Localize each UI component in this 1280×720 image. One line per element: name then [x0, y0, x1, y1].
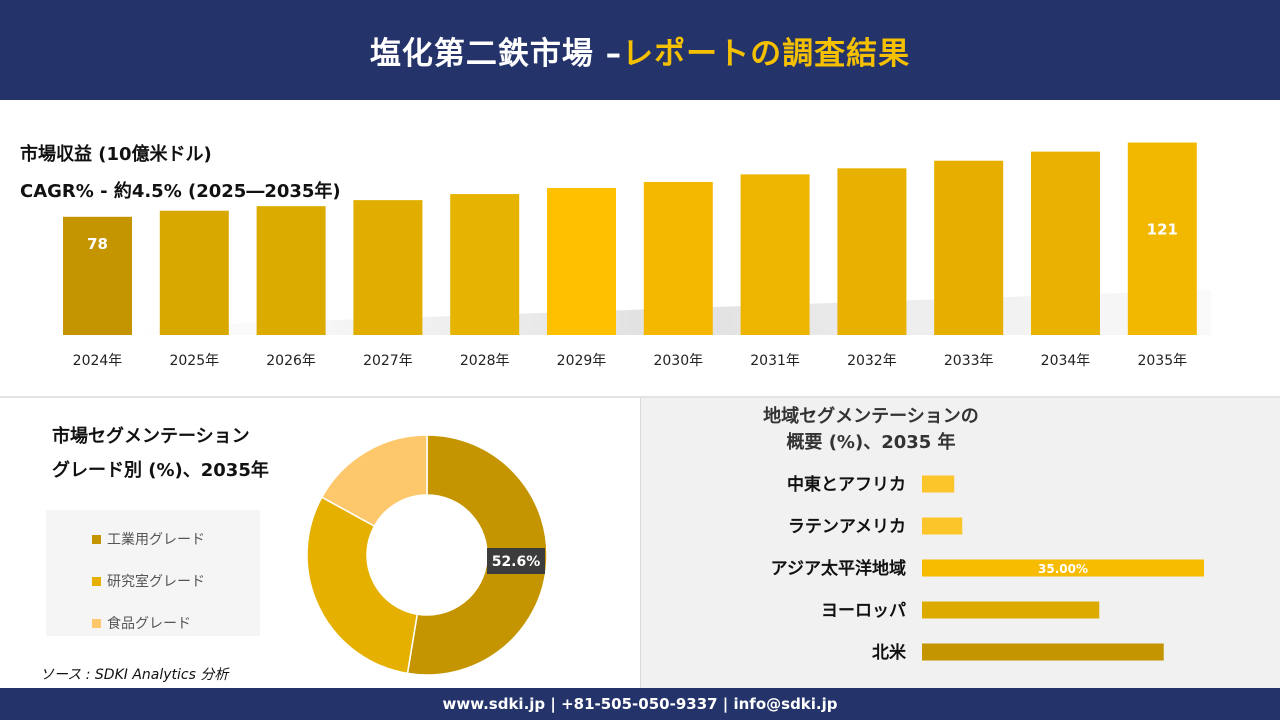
region-category-label: ヨーロッパ [821, 601, 906, 621]
section-divider [0, 396, 1280, 398]
bar-data-label: 121 [1147, 221, 1178, 239]
year-tick-label: 2031年 [750, 353, 800, 369]
region-category-label: 北米 [872, 642, 907, 663]
grade-donut-chart: 52.6% [306, 434, 548, 676]
year-tick-label: 2032年 [847, 353, 897, 369]
donut-slice [306, 496, 419, 675]
year-tick-label: 2035年 [1137, 353, 1187, 369]
region-bar [922, 601, 1100, 619]
revenue-bar [547, 188, 616, 335]
panel-divider [640, 398, 641, 688]
donut-slice [320, 434, 428, 528]
revenue-bar [159, 210, 229, 335]
region-segment-title: 地域セグメンテーションの 概要 (%)、2035 年 [641, 404, 1101, 456]
year-tick-label: 2034年 [1041, 353, 1091, 369]
cagr-label: CAGR% - 約4.5% (2025―2035年) [20, 181, 341, 202]
grade-segment-title: 市場セグメンテーション グレード別 (%)、2035年 [52, 420, 269, 488]
legend-item: 研究室グレード [92, 560, 260, 602]
revenue-bar [934, 160, 1004, 335]
region-category-label: ラテンアメリカ [788, 517, 906, 537]
report-header: 塩化第二鉄市場 –レポートの調査結果 [0, 0, 1280, 100]
year-tick-label: 2029年 [557, 353, 607, 369]
revenue-bar [450, 194, 520, 335]
grade-legend: 工業用グレード 研究室グレード 食品グレード [46, 510, 260, 636]
revenue-section: 2024年 78 2025年 2026年 2027年 2028年 2029年 2030年 203… [0, 100, 1280, 395]
footer-bar: www.sdki.jp | +81-505-050-9337 | info@sd… [0, 688, 1280, 720]
year-tick-label: 2030年 [653, 353, 703, 369]
legend-label: 研究室グレード [107, 574, 205, 590]
legend-swatch [92, 618, 101, 628]
region-bar [922, 643, 1164, 661]
legend-item: 食品グレード [92, 602, 260, 644]
region-bar [922, 475, 955, 493]
source-note: ソース : SDKI Analytics 分析 [40, 667, 229, 683]
legend-swatch [92, 576, 101, 586]
svg-text:52.6%: 52.6% [492, 554, 541, 570]
revenue-bar [1031, 151, 1100, 335]
region-category-label: アジア太平洋地域 [771, 558, 906, 579]
grade-segment-title-line1: 市場セグメンテーション [52, 426, 250, 447]
revenue-bar [63, 216, 132, 335]
footer-contact: www.sdki.jp | +81-505-050-9337 | info@sd… [442, 695, 838, 713]
year-tick-label: 2024年 [73, 353, 123, 369]
revenue-bar [837, 168, 907, 335]
region-bar [922, 517, 963, 535]
revenue-bar [256, 206, 326, 335]
report-title-main: 塩化第二鉄市場 – [369, 35, 623, 72]
year-tick-label: 2028年 [460, 353, 510, 369]
grade-segment-title-line2: グレード別 (%)、2035年 [52, 460, 269, 481]
grade-segment-panel: 市場セグメンテーション グレード別 (%)、2035年 工業用グレード 研究室グレ… [0, 398, 640, 688]
revenue-bar [643, 181, 713, 335]
revenue-bar [740, 174, 810, 335]
legend-label: 工業用グレード [107, 532, 205, 548]
revenue-unit-label: 市場収益 (10億米ドル) [20, 144, 212, 165]
region-segment-panel: 地域セグメンテーションの 概要 (%)、2035 年 中東とアフリカ ラテンアメリ… [641, 398, 1280, 688]
report-title: 塩化第二鉄市場 –レポートの調査結果 [370, 28, 910, 73]
year-tick-label: 2025年 [169, 353, 219, 369]
year-tick-label: 2026年 [266, 353, 316, 369]
report-title-accent: レポートの調査結果 [622, 35, 911, 72]
year-tick-label: 2027年 [363, 353, 413, 369]
region-category-label: 中東とアフリカ [787, 474, 906, 495]
legend-label: 食品グレード [107, 616, 191, 632]
region-segment-title-line2: 概要 (%)、2035 年 [786, 432, 956, 453]
region-bar-data-label: 35.00% [1038, 562, 1088, 576]
legend-item: 工業用グレード [92, 518, 260, 560]
donut-data-label: 52.6% [487, 548, 545, 574]
revenue-bar [353, 200, 423, 335]
bar-data-label: 78 [87, 235, 108, 253]
region-bar [922, 559, 1204, 577]
legend-swatch [92, 534, 101, 544]
revenue-bar [1127, 142, 1197, 335]
region-segment-title-line1: 地域セグメンテーションの [763, 406, 979, 427]
year-tick-label: 2033年 [944, 353, 994, 369]
donut-slice [406, 434, 548, 676]
revenue-bar-chart: 2024年 78 2025年 2026年 2027年 2028年 2029年 2030年 203… [63, 142, 1211, 369]
